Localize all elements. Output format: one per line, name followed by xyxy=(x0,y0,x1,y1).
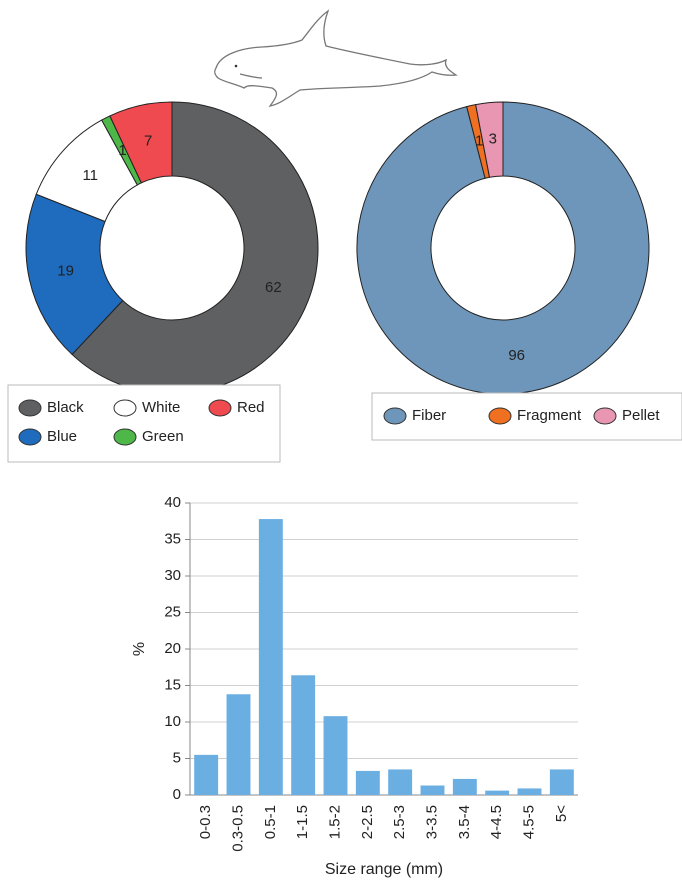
legend-label: Fragment xyxy=(517,407,582,424)
slice xyxy=(475,101,504,178)
bar xyxy=(388,769,413,795)
x-tick-label: 3-3.5 xyxy=(423,805,440,839)
slice-label: 7 xyxy=(144,133,152,150)
bar xyxy=(517,788,542,795)
legend-label: Green xyxy=(142,428,184,445)
bar xyxy=(291,675,316,795)
x-tick-label: 4-4.5 xyxy=(488,805,505,839)
x-tick-label: 1-1.5 xyxy=(294,805,311,839)
x-tick-label: 2-2.5 xyxy=(359,805,376,839)
x-tick-label: 0.5-1 xyxy=(262,805,279,839)
slice xyxy=(25,193,124,356)
legend-label: White xyxy=(142,399,180,416)
y-tick-label: 25 xyxy=(164,603,181,620)
legend-marker xyxy=(208,399,232,417)
bar xyxy=(355,770,380,795)
y-tick-label: 20 xyxy=(164,640,181,657)
legend-marker xyxy=(18,399,42,417)
legend-box xyxy=(7,384,281,463)
slice-label: 96 xyxy=(508,347,525,364)
bar xyxy=(258,519,283,795)
y-axis-title: % xyxy=(131,642,148,656)
whale-drawing xyxy=(214,9,458,107)
y-tick-label: 35 xyxy=(164,530,181,547)
x-tick-label: 0-0.3 xyxy=(197,805,214,839)
x-axis-title: Size range (mm) xyxy=(325,861,443,878)
legend-label: Pellet xyxy=(622,407,660,424)
y-tick-label: 10 xyxy=(164,713,181,730)
bar xyxy=(549,769,574,795)
legend-marker xyxy=(593,407,617,425)
x-tick-label: 3.5-4 xyxy=(456,805,473,839)
legend-label: Blue xyxy=(47,428,77,445)
bar xyxy=(194,754,219,795)
legend-marker xyxy=(113,399,137,417)
legend-label: Fiber xyxy=(412,407,446,424)
x-tick-label: 0.3-0.5 xyxy=(229,805,246,852)
x-tick-label: 2.5-3 xyxy=(391,805,408,839)
legend-marker xyxy=(488,407,512,425)
whale-eye xyxy=(234,64,238,68)
slice-label: 62 xyxy=(265,279,282,296)
slice-label: 19 xyxy=(57,263,74,280)
slice xyxy=(356,101,650,395)
legend-label: Red xyxy=(237,399,265,416)
x-tick-label: 5< xyxy=(553,805,570,822)
slice xyxy=(109,101,173,184)
x-tick-label: 4.5-5 xyxy=(520,805,537,839)
legend-label: Black xyxy=(47,399,84,416)
bar xyxy=(452,778,477,795)
slice-label: 1 xyxy=(118,142,126,159)
y-tick-label: 0 xyxy=(173,786,181,803)
bar xyxy=(226,694,251,795)
bar xyxy=(485,790,510,795)
y-tick-label: 5 xyxy=(173,749,181,766)
slice-label: 11 xyxy=(82,167,98,184)
x-tick-label: 1.5-2 xyxy=(326,805,343,839)
bar xyxy=(420,785,445,795)
bar xyxy=(323,716,348,795)
slice-label: 3 xyxy=(489,130,497,147)
slice-label: 1 xyxy=(475,133,483,150)
legend-marker xyxy=(18,428,42,446)
y-tick-label: 15 xyxy=(164,676,181,693)
legend-marker xyxy=(113,428,137,446)
legend-marker xyxy=(383,407,407,425)
y-tick-label: 40 xyxy=(164,494,181,511)
y-tick-label: 30 xyxy=(164,567,181,584)
legend-box xyxy=(371,392,682,441)
